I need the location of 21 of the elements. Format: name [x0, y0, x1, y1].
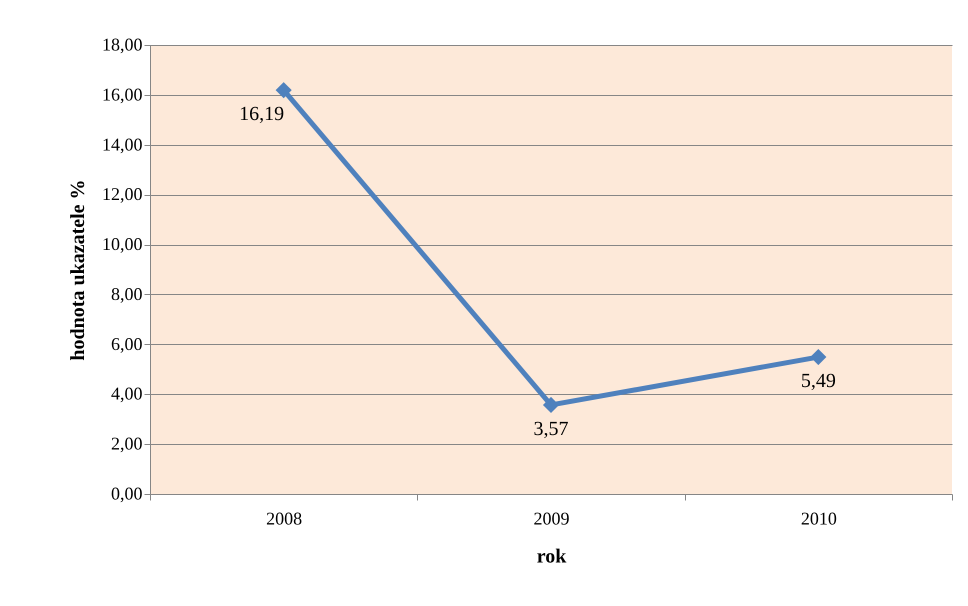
point [542, 396, 560, 414]
y-tick-label: 6,00 [111, 334, 142, 354]
y-tick-label: 14,00 [102, 134, 142, 154]
text: 16,19 [239, 103, 284, 126]
text: 5,49 [800, 370, 836, 392]
y-tick-label: 0,00 [111, 484, 142, 504]
y-tick-label: 2,00 [111, 434, 142, 454]
y-axis-title: hodnota ukazatele % [67, 179, 89, 361]
x-tick-label: 2008 [266, 508, 302, 528]
y-tick-label: 10,00 [102, 234, 142, 254]
y-tick-label: 8,00 [111, 284, 142, 304]
x-tick-label: 2009 [534, 508, 570, 528]
y-tick-label: 18,00 [102, 34, 142, 54]
y-tick-label: 16,00 [102, 84, 142, 104]
point [810, 348, 826, 366]
x-tick-label: 2010 [800, 508, 837, 528]
y-tick-label: 12,00 [102, 184, 142, 204]
x-axis-title: rok [536, 546, 568, 568]
point [276, 82, 292, 98]
text: 3,57 [534, 418, 568, 440]
y-tick-label: 4,00 [111, 384, 142, 404]
